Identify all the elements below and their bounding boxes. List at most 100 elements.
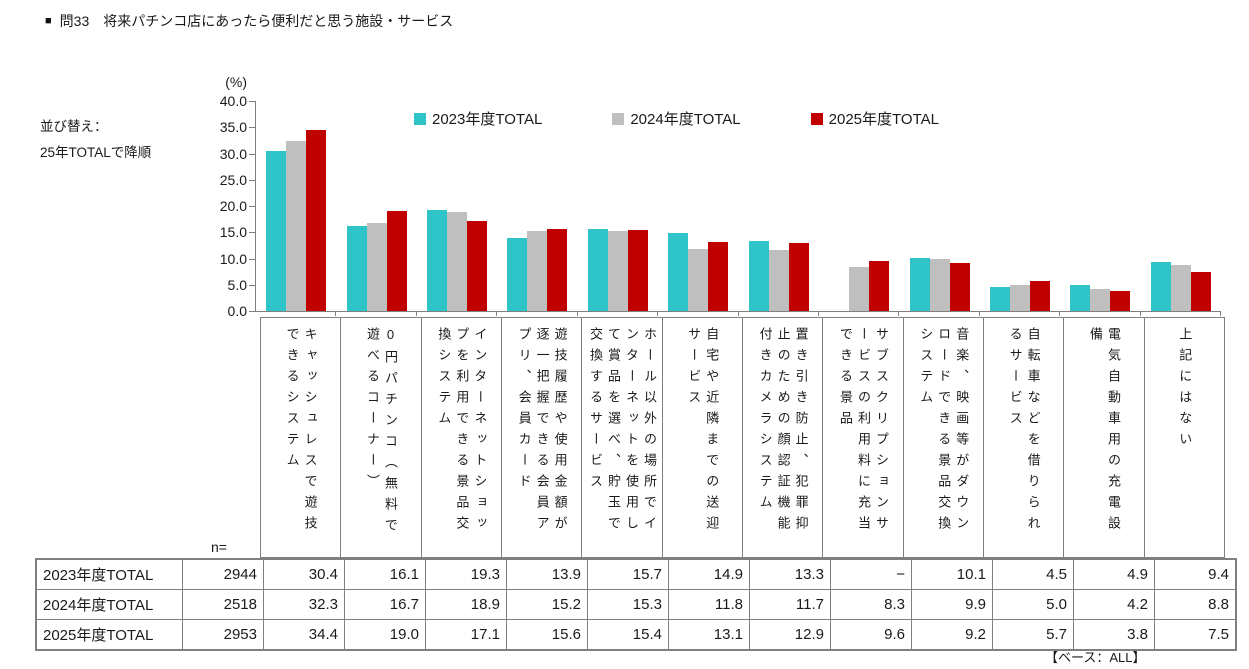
y-axis-tick <box>249 153 255 155</box>
base-note: 【ベース：ALL】 <box>1045 650 1146 665</box>
bar-2025年度TOTAL <box>949 262 970 311</box>
category-cell: 上記にはない <box>1143 318 1224 557</box>
row-data-value: 30.4 <box>263 558 345 590</box>
row-n-value: 2518 <box>182 589 264 620</box>
y-axis-tick <box>249 258 255 260</box>
row-data-value: 13.1 <box>668 619 750 651</box>
sort-note-line2: 25年TOTALで降順 <box>40 145 152 160</box>
legend-swatch-icon <box>612 112 625 125</box>
bar-2024年度TOTAL <box>1090 288 1111 311</box>
x-axis-tick <box>737 311 739 316</box>
bar-group <box>899 101 979 311</box>
x-axis-tick <box>576 311 578 316</box>
legend-label: 2025年度TOTAL <box>828 111 939 128</box>
y-axis-tick <box>249 232 255 234</box>
row-data-value: 16.7 <box>344 589 426 620</box>
row-data-value: 4.2 <box>1073 589 1155 620</box>
row-data-value: 15.4 <box>587 619 669 651</box>
row-data-value: 19.0 <box>344 619 426 651</box>
x-axis-tick <box>496 311 498 316</box>
row-data-value: 5.7 <box>992 619 1074 651</box>
row-data-value: 8.3 <box>830 589 912 620</box>
row-n-value: 2944 <box>182 558 264 590</box>
bar-2024年度TOTAL <box>366 223 387 311</box>
bar-group <box>578 101 658 311</box>
bar-2023年度TOTAL <box>990 287 1010 311</box>
bar-2025年度TOTAL <box>1190 271 1211 311</box>
n-column-header: n= <box>211 539 227 555</box>
category-label: 置き引き防止、犯罪抑止のための顔認証機能付きカメラシステム <box>757 327 809 537</box>
category-label: サブスクリプションサービスの利用料に充当できる景品 <box>837 327 889 537</box>
row-data-value: 32.3 <box>263 589 345 620</box>
legend-item: 2024年度TOTAL <box>612 108 741 129</box>
bar-2024年度TOTAL <box>1010 284 1030 311</box>
x-axis-tick <box>1059 311 1061 316</box>
x-axis-tick <box>1139 311 1141 316</box>
bar-2024年度TOTAL <box>849 267 870 311</box>
category-cell: 電気自動車用の充電設備 <box>1063 318 1143 557</box>
page-title: 問33 将来パチンコ店にあったら便利だと思う施設・サービス <box>59 13 454 29</box>
bar-2024年度TOTAL <box>1170 264 1191 311</box>
bar-2025年度TOTAL <box>627 230 648 311</box>
bar-groups <box>256 101 1221 311</box>
legend-swatch-icon <box>414 112 426 125</box>
table-row: 2024年度TOTAL 2518 32.3 16.7 18.9 15.2 15.3 11.8 1… <box>35 589 1237 620</box>
category-axis: キャッシュレスで遊技できるシステム 0円パチンコ（無料で遊べるコーナー） インターネ… <box>260 317 1225 558</box>
row-n-value: 2953 <box>182 619 264 651</box>
bar-2025年度TOTAL <box>1030 281 1050 311</box>
x-axis-tick <box>1220 311 1221 316</box>
category-cell: 遊技履歴や使用金額が逐一把握できる会員アプリ、会員カード <box>500 318 581 557</box>
category-label: 遊技履歴や使用金額が逐一把握できる会員アプリ、会員カード <box>516 327 568 537</box>
bar-2025年度TOTAL <box>788 243 809 311</box>
table-row: 2025年度TOTAL 2953 34.4 19.0 17.1 15.6 15.4 13.1 1… <box>35 619 1237 651</box>
bar-2023年度TOTAL <box>427 209 448 311</box>
y-tick-label: 40.0 <box>219 93 247 109</box>
category-cell: 置き引き防止、犯罪抑止のための顔認証機能付きカメラシステム <box>741 318 822 557</box>
bar-2023年度TOTAL <box>1150 261 1171 311</box>
category-label: 0円パチンコ（無料で遊べるコーナー） <box>364 327 398 539</box>
category-cell: インターネットショップを利用できる景品交換システム <box>420 318 501 557</box>
legend-swatch-icon <box>810 112 823 125</box>
row-data-value: − <box>830 558 912 590</box>
y-tick-label: 20.0 <box>219 198 247 214</box>
x-axis-tick <box>898 311 900 316</box>
row-data-value: 8.8 <box>1154 589 1237 620</box>
legend-label: 2023年度TOTAL <box>432 111 543 128</box>
bar-2024年度TOTAL <box>929 259 950 311</box>
bar-group <box>658 101 738 311</box>
category-label: 電気自動車用の充電設備 <box>1087 327 1121 537</box>
bar-2025年度TOTAL <box>467 221 488 311</box>
bar-2024年度TOTAL <box>768 249 789 311</box>
row-data-value: 9.2 <box>911 619 993 651</box>
bar-group <box>980 101 1060 311</box>
bar-2025年度TOTAL <box>1110 291 1131 311</box>
category-label: キャッシュレスで遊技できるシステム <box>284 327 318 537</box>
bar-2024年度TOTAL <box>286 141 307 311</box>
bar-2024年度TOTAL <box>607 230 628 311</box>
row-data-value: 9.9 <box>911 589 993 620</box>
row-data-value: 12.9 <box>749 619 831 651</box>
category-cell: ホール以外の場所でインターネットを使用して賞品を選べ、貯玉で交換するサービス <box>581 318 661 557</box>
category-cell: 0円パチンコ（無料で遊べるコーナー） <box>340 318 420 557</box>
row-data-value: 5.0 <box>992 589 1074 620</box>
category-cell: 自宅や近隣までの送迎サービス <box>661 318 742 557</box>
category-cell: 音楽、映画等がダウンロードできる景品交換システム <box>902 318 983 557</box>
y-axis-tick <box>249 127 255 129</box>
row-data-value: 15.7 <box>587 558 669 590</box>
bar-group <box>739 101 819 311</box>
bar-2023年度TOTAL <box>346 226 367 311</box>
row-data-value: 19.3 <box>425 558 507 590</box>
sort-note: 並び替え： 25年TOTALで降順 <box>40 114 151 166</box>
category-cell: キャッシュレスで遊技できるシステム <box>261 318 340 557</box>
y-tick-label: 10.0 <box>219 250 247 267</box>
y-axis-tick <box>249 179 255 181</box>
x-axis-tick <box>657 311 659 316</box>
y-tick-label: 5.0 <box>227 276 247 293</box>
row-data-value: 15.6 <box>506 619 588 651</box>
category-label: 自転車などを借りられるサービス <box>1007 327 1041 537</box>
bar-group <box>1060 101 1140 311</box>
bar-group <box>417 101 497 311</box>
bar-2025年度TOTAL <box>869 260 890 311</box>
y-tick-label: 15.0 <box>219 224 247 241</box>
